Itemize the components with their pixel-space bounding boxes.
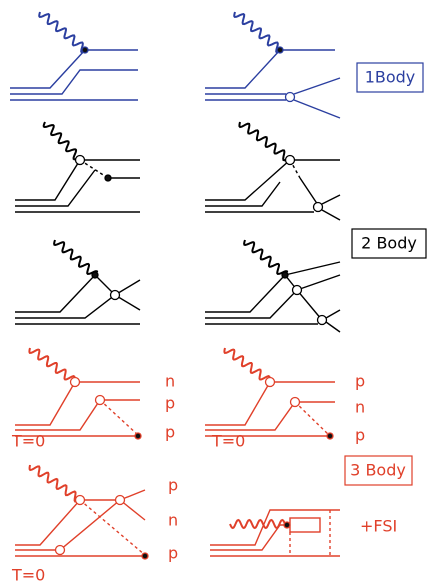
nucleon-line (15, 381, 76, 426)
vertex-filled (141, 552, 149, 560)
fsi-box (289, 517, 321, 533)
photon (223, 347, 271, 385)
photon (28, 347, 76, 385)
two-body-box (351, 228, 427, 259)
three-body-box (344, 455, 413, 486)
vertex-open (284, 91, 296, 103)
photon (233, 11, 279, 54)
nucleon-line (205, 273, 298, 313)
exchange-line (79, 499, 146, 556)
vertex-filled (326, 432, 334, 440)
nucleon-label: p (355, 426, 365, 445)
nucleon-line (296, 274, 341, 291)
vertex-open (69, 376, 81, 388)
vertex-open (289, 396, 301, 408)
nucleon-line (15, 273, 116, 313)
nucleon-line (325, 309, 341, 319)
nucleon-label: p (168, 544, 178, 563)
nucleon-line (321, 209, 341, 221)
vertex-filled (283, 521, 291, 529)
nucleon-label: p (355, 372, 365, 391)
photon (38, 11, 84, 54)
photon (243, 239, 289, 275)
vertex-open (74, 494, 86, 506)
nucleon-line (205, 181, 281, 207)
nucleon-line (10, 69, 138, 95)
nucleon-line (284, 261, 341, 276)
nucleon-line (210, 524, 290, 551)
vertex-filled (281, 271, 289, 279)
nucleon-label: p (165, 423, 175, 442)
nucleon-line (205, 159, 340, 201)
vertex-open (109, 289, 121, 301)
exchange-line (294, 401, 331, 437)
nucleon-line (15, 499, 81, 546)
vertex-filled (276, 46, 284, 54)
three-body-label: 3 Body (350, 461, 406, 480)
nucleon-line (293, 77, 341, 95)
nucleon-line (205, 288, 323, 321)
nucleon-label: n (168, 511, 178, 530)
nucleon-line (293, 99, 341, 119)
nucleon-line (205, 49, 335, 89)
two-body-label: 2 Body (361, 234, 417, 253)
photon (229, 518, 286, 530)
vertex-open (291, 284, 303, 296)
nucleon-line (15, 279, 141, 319)
isospin-label: T=0 (211, 432, 245, 451)
nucleon-line (10, 49, 138, 89)
nucleon-line (299, 177, 319, 206)
vertex-open (114, 494, 126, 506)
nucleon-line (15, 399, 140, 431)
nucleon-line (321, 194, 341, 205)
nucleon-line (325, 321, 341, 333)
photon (28, 464, 82, 503)
isospin-label: T=0 (11, 432, 45, 451)
vertex-open (264, 376, 276, 388)
vertex-filled (81, 46, 89, 54)
fsi-label: +FSI (360, 517, 397, 536)
nucleon-line (119, 499, 146, 521)
one-body-label: 1Body (365, 68, 416, 87)
photon (53, 239, 99, 275)
nucleon-line (15, 499, 121, 551)
nucleon-label: n (355, 398, 365, 417)
nucleon-label: p (168, 476, 178, 495)
nucleon-line (205, 381, 271, 426)
photon (238, 121, 293, 162)
nucleon-label: p (165, 394, 175, 413)
vertex-open (316, 314, 328, 326)
exchange-line (99, 399, 139, 436)
nucleon-line (15, 169, 96, 207)
vertex-open (74, 154, 86, 166)
isospin-label: T=0 (11, 566, 45, 585)
photon (42, 121, 83, 161)
vertex-open (312, 201, 324, 213)
vertex-filled (91, 271, 99, 279)
vertex-open (54, 544, 66, 556)
vertex-open (94, 394, 106, 406)
nucleon-line (15, 159, 140, 201)
nucleon-line (205, 401, 335, 431)
vertex-filled (104, 174, 112, 182)
vertex-filled (134, 432, 142, 440)
nucleon-line (210, 509, 340, 546)
nucleon-label: n (165, 372, 175, 391)
vertex-open (284, 154, 296, 166)
one-body-box (356, 62, 424, 93)
